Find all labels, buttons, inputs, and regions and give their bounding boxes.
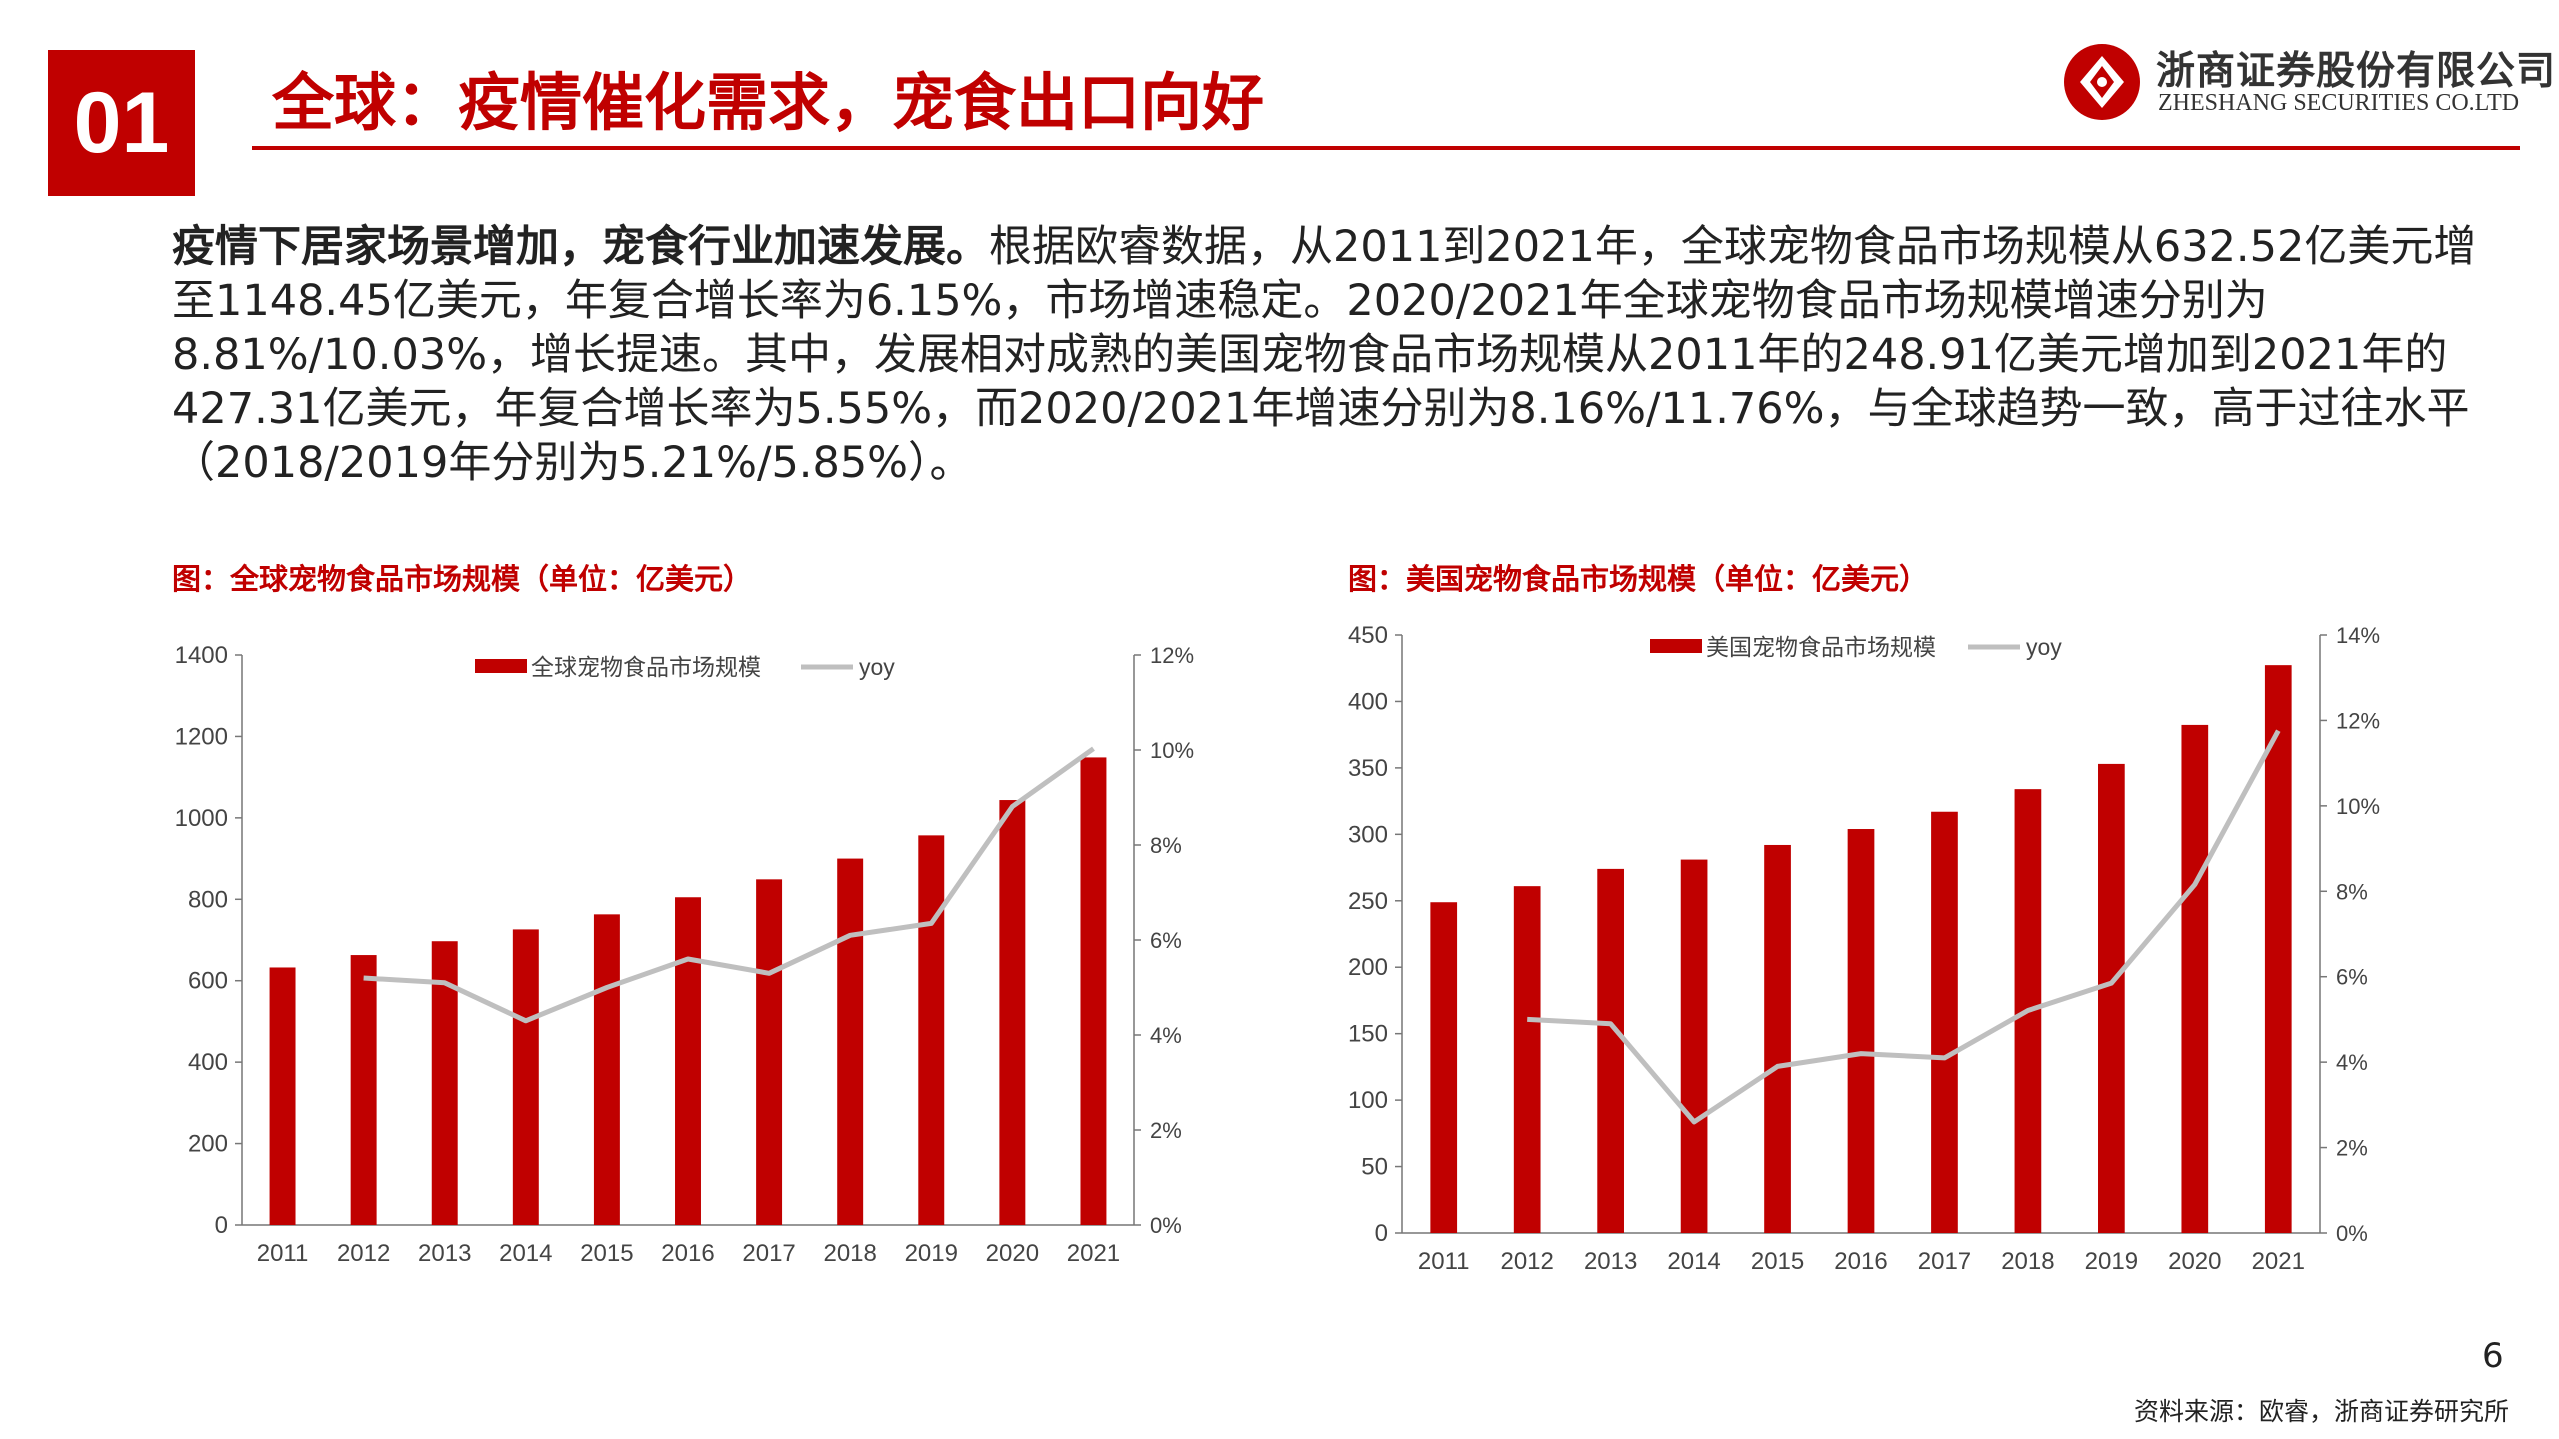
legend-line-label: yoy — [2026, 634, 2062, 660]
left-tick-label: 450 — [1348, 622, 1388, 649]
bar — [2264, 665, 2292, 1233]
bar — [1764, 844, 1791, 1233]
x-tick-label: 2015 — [580, 1240, 633, 1267]
legend-bar-swatch — [475, 659, 527, 673]
right-tick-label: 14% — [2336, 623, 2380, 648]
right-tick-label: 10% — [1150, 738, 1194, 763]
x-tick-label: 2018 — [823, 1240, 876, 1267]
left-tick-label: 50 — [1361, 1154, 1388, 1181]
right-tick-label: 0% — [2336, 1221, 2368, 1246]
bar — [1430, 902, 1458, 1233]
title-divider — [252, 146, 2520, 150]
left-tick-label: 800 — [188, 886, 228, 913]
bar — [1597, 868, 1624, 1233]
page-number: 6 — [2482, 1336, 2504, 1376]
legend-bar-swatch — [1650, 639, 1702, 653]
bar — [1931, 811, 1958, 1233]
left-tick-label: 150 — [1348, 1021, 1388, 1048]
right-tick-label: 4% — [2336, 1050, 2368, 1075]
x-tick-label: 2021 — [2252, 1248, 2305, 1275]
bar — [837, 858, 864, 1225]
logo-company-name-en: ZHESHANG SECURITIES CO.LTD — [2158, 90, 2520, 116]
left-tick-label: 100 — [1348, 1087, 1388, 1114]
page-title: 全球：疫情催化需求，宠食出口向好 — [272, 66, 1265, 139]
bar — [756, 879, 783, 1225]
x-tick-label: 2017 — [742, 1240, 795, 1267]
x-tick-label: 2016 — [1834, 1248, 1887, 1275]
yoy-line — [1527, 729, 2281, 1125]
right-tick-label: 0% — [1150, 1213, 1182, 1238]
right-tick-label: 2% — [2336, 1136, 2368, 1161]
x-tick-label: 2020 — [2168, 1248, 2221, 1275]
bar — [1680, 859, 1708, 1233]
x-tick-label: 2019 — [2085, 1248, 2138, 1275]
x-tick-label: 2014 — [499, 1240, 552, 1267]
bar — [593, 914, 620, 1225]
summary-paragraph: 疫情下居家场景增加，宠食行业加速发展。根据欧睿数据，从2011到2021年，全球… — [172, 220, 2512, 490]
chart-title-global: 图：全球宠物食品市场规模（单位：亿美元） — [172, 562, 753, 596]
left-tick-label: 250 — [1348, 888, 1388, 915]
right-tick-label: 4% — [1150, 1023, 1182, 1048]
bar — [675, 897, 701, 1225]
left-tick-label: 1000 — [175, 805, 228, 832]
x-tick-label: 2020 — [986, 1240, 1039, 1267]
bar — [1080, 757, 1107, 1225]
bar — [512, 929, 539, 1225]
x-tick-label: 2013 — [418, 1240, 471, 1267]
logo-mark-icon — [2064, 44, 2140, 120]
left-tick-label: 0 — [1375, 1220, 1388, 1247]
legend-line-label: yoy — [859, 654, 895, 680]
bar — [1847, 829, 1875, 1233]
left-tick-label: 600 — [188, 968, 228, 995]
left-tick-label: 0 — [215, 1212, 228, 1239]
logo-company-name: 浙商证券股份有限公司 — [2156, 49, 2557, 94]
x-tick-label: 2016 — [661, 1240, 714, 1267]
right-tick-label: 10% — [2336, 794, 2380, 819]
x-tick-label: 2014 — [1667, 1248, 1720, 1275]
left-tick-label: 1400 — [175, 642, 228, 669]
x-tick-label: 2019 — [905, 1240, 958, 1267]
bar — [2181, 724, 2209, 1233]
right-tick-label: 8% — [1150, 833, 1182, 858]
x-tick-label: 2021 — [1067, 1240, 1120, 1267]
bar — [918, 835, 945, 1225]
right-tick-label: 12% — [2336, 708, 2380, 733]
x-tick-label: 2015 — [1751, 1248, 1804, 1275]
right-tick-label: 2% — [1150, 1118, 1182, 1143]
section-badge: 01 — [48, 50, 195, 196]
x-tick-label: 2012 — [337, 1240, 390, 1267]
left-tick-label: 300 — [1348, 821, 1388, 848]
x-tick-label: 2011 — [257, 1240, 309, 1267]
bar — [1513, 886, 1541, 1233]
us-pet-food-chart: 0 50 100 150 200 250 300 350 400 450 0% 2% 4% 6% 8% 10%… — [1348, 622, 2380, 1275]
legend-bar-label: 全球宠物食品市场规模 — [531, 654, 761, 680]
company-logo: 浙商证券股份有限公司 ZHESHANG SECURITIES CO.LTD — [2062, 38, 2555, 128]
right-tick-label: 6% — [1150, 928, 1182, 953]
bar — [999, 800, 1026, 1225]
left-tick-label: 400 — [1348, 688, 1388, 715]
summary-text: 根据欧睿数据，从2011到2021年，全球宠物食品市场规模从632.52亿美元增… — [172, 222, 2477, 488]
global-pet-food-chart: 0 200 400 600 800 1000 1200 1400 0% 2% 4% 6% 8% 10% 12… — [175, 642, 1194, 1267]
x-tick-label: 2012 — [1500, 1248, 1553, 1275]
right-tick-label: 8% — [2336, 879, 2368, 904]
x-tick-label: 2011 — [1418, 1248, 1470, 1275]
bar — [2098, 763, 2125, 1233]
left-tick-label: 350 — [1348, 755, 1388, 782]
left-tick-label: 200 — [1348, 954, 1388, 981]
bar — [269, 967, 296, 1225]
bar — [350, 955, 377, 1225]
x-tick-label: 2013 — [1584, 1248, 1637, 1275]
x-tick-label: 2018 — [2001, 1248, 2054, 1275]
source-note: 资料来源：欧睿，浙商证券研究所 — [2133, 1397, 2509, 1426]
yoy-line — [363, 746, 1095, 1024]
right-tick-label: 12% — [1150, 643, 1194, 668]
chart-title-us: 图：美国宠物食品市场规模（单位：亿美元） — [1348, 562, 1929, 596]
left-tick-label: 400 — [188, 1049, 228, 1076]
left-tick-label: 1200 — [175, 723, 228, 750]
left-tick-label: 200 — [188, 1131, 228, 1158]
summary-lead: 疫情下居家场景增加，宠食行业加速发展。 — [172, 222, 989, 272]
x-tick-label: 2017 — [1918, 1248, 1971, 1275]
legend-bar-label: 美国宠物食品市场规模 — [1706, 634, 1936, 660]
right-tick-label: 6% — [2336, 965, 2368, 990]
